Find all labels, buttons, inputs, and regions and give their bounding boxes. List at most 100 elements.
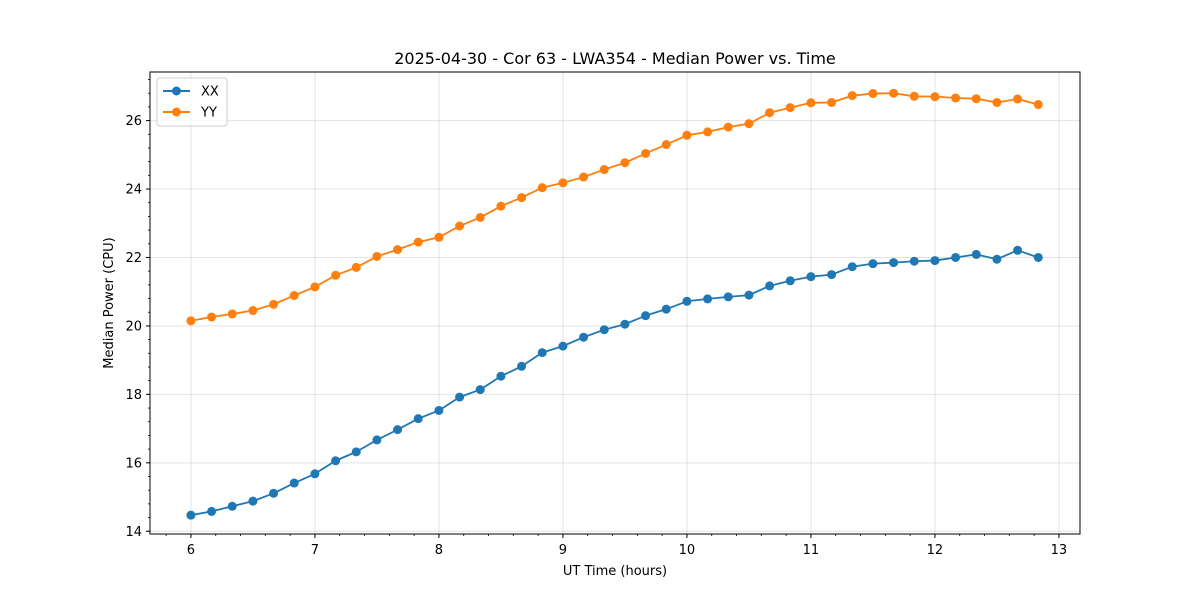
data-point-xx — [475, 385, 485, 395]
data-point-xx — [744, 290, 754, 300]
data-point-yy — [351, 262, 361, 272]
axes: 6 7 8 9 10 11 12 13 14 16 18 20 22 24 26 — [125, 79, 1068, 558]
data-point-xx — [971, 249, 981, 259]
y-tick-label: 26 — [125, 114, 142, 129]
y-tick-label: 22 — [125, 251, 142, 266]
legend-marker-yy — [172, 107, 181, 117]
x-tick-label: 11 — [803, 543, 820, 558]
data-point-xx — [186, 510, 196, 520]
data-point-yy — [455, 221, 465, 231]
data-point-xx — [331, 456, 341, 466]
series-layer — [186, 88, 1043, 520]
data-point-yy — [785, 103, 795, 113]
data-point-xx — [207, 506, 217, 516]
data-point-yy — [434, 232, 444, 242]
data-point-xx — [579, 332, 589, 342]
legend-label-yy: YY — [200, 106, 217, 121]
data-point-yy — [248, 306, 258, 316]
data-point-xx — [517, 361, 527, 371]
data-point-xx — [1033, 252, 1043, 262]
data-point-xx — [765, 281, 775, 291]
data-point-xx — [351, 447, 361, 457]
data-point-xx — [992, 254, 1002, 264]
data-point-yy — [868, 89, 878, 99]
data-point-xx — [289, 478, 299, 488]
y-tick-label: 14 — [125, 525, 142, 540]
data-point-yy — [847, 91, 857, 101]
data-point-yy — [558, 178, 568, 188]
data-point-yy — [227, 309, 237, 319]
x-tick-label: 12 — [927, 543, 944, 558]
data-point-xx — [951, 252, 961, 262]
x-tick-label: 13 — [1051, 543, 1068, 558]
data-point-xx — [930, 256, 940, 266]
data-point-yy — [393, 245, 403, 255]
data-point-yy — [765, 108, 775, 118]
data-point-xx — [868, 259, 878, 269]
data-point-xx — [558, 341, 568, 351]
data-point-xx — [248, 496, 258, 506]
data-point-xx — [806, 272, 816, 282]
data-point-yy — [930, 92, 940, 102]
data-point-yy — [579, 172, 589, 182]
data-point-yy — [682, 130, 692, 140]
data-point-xx — [227, 501, 237, 511]
data-point-yy — [889, 88, 899, 98]
data-point-yy — [703, 127, 713, 137]
data-point-yy — [951, 93, 961, 103]
x-tick-label: 9 — [559, 543, 567, 558]
data-point-yy — [723, 122, 733, 132]
data-point-yy — [331, 270, 341, 280]
data-point-xx — [413, 414, 423, 424]
x-tick-label: 6 — [187, 543, 195, 558]
y-axis-label: Median Power (CPU) — [102, 237, 117, 368]
data-point-yy — [186, 316, 196, 326]
data-point-xx — [455, 392, 465, 402]
legend: XX YY — [156, 77, 228, 127]
data-point-xx — [847, 262, 857, 272]
data-point-xx — [682, 296, 692, 306]
legend-label-xx: XX — [201, 85, 219, 100]
data-point-yy — [806, 98, 816, 108]
x-tick-label: 7 — [311, 543, 319, 558]
data-point-yy — [537, 183, 547, 193]
data-point-yy — [475, 212, 485, 222]
data-point-yy — [661, 140, 671, 150]
data-point-xx — [889, 258, 899, 268]
data-point-xx — [393, 425, 403, 435]
data-point-yy — [744, 119, 754, 129]
data-point-yy — [372, 251, 382, 261]
data-point-xx — [372, 435, 382, 445]
data-point-yy — [992, 97, 1002, 107]
data-point-xx — [785, 276, 795, 286]
data-point-yy — [909, 91, 919, 101]
data-point-yy — [496, 201, 506, 211]
data-point-yy — [310, 282, 320, 292]
data-point-xx — [723, 292, 733, 302]
data-point-xx — [703, 294, 713, 304]
data-point-xx — [909, 256, 919, 266]
x-tick-label: 8 — [435, 543, 443, 558]
data-point-xx — [641, 311, 651, 321]
x-axis-label: UT Time (hours) — [563, 564, 667, 579]
y-tick-label: 16 — [125, 456, 142, 471]
data-point-yy — [207, 312, 217, 322]
data-point-yy — [517, 193, 527, 203]
data-point-xx — [496, 371, 506, 381]
chart-title: 2025-04-30 - Cor 63 - LWA354 - Median Po… — [394, 49, 836, 68]
plot-area-frame — [149, 71, 1081, 535]
data-point-yy — [1033, 100, 1043, 110]
data-point-xx — [310, 469, 320, 479]
x-tick-label: 10 — [679, 543, 696, 558]
data-point-yy — [827, 97, 837, 107]
data-point-yy — [599, 165, 609, 175]
y-tick-label: 18 — [125, 388, 142, 403]
y-tick-label: 20 — [125, 319, 142, 334]
data-point-xx — [1013, 245, 1023, 255]
data-point-yy — [413, 237, 423, 247]
data-point-xx — [434, 405, 444, 415]
data-point-yy — [641, 148, 651, 158]
data-point-xx — [620, 319, 630, 329]
data-point-xx — [661, 304, 671, 314]
